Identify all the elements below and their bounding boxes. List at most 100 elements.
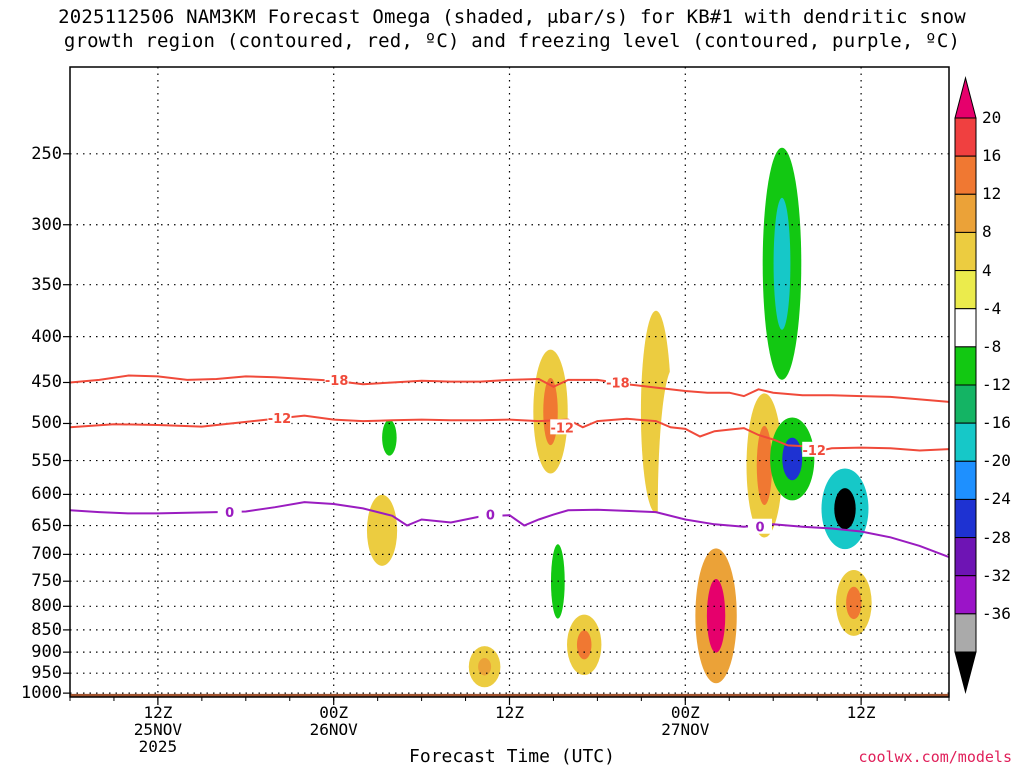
contour--18 bbox=[70, 374, 949, 403]
contour-label--12: -12 bbox=[802, 444, 826, 459]
omega-feature-2 bbox=[372, 401, 407, 474]
omega-feature-core bbox=[756, 425, 773, 506]
omega-feature-6 bbox=[533, 349, 568, 474]
colorbar-label: 8 bbox=[982, 222, 992, 242]
omega-feature-core bbox=[706, 578, 726, 653]
contour-label-bg bbox=[550, 419, 575, 435]
omega-feature-core bbox=[846, 586, 862, 620]
colorbar-label: -8 bbox=[982, 336, 1002, 356]
omega-feature-core bbox=[834, 488, 856, 530]
contour-label-bg bbox=[802, 441, 827, 457]
x-tick-date: 27NOV bbox=[661, 720, 710, 739]
contour-label-0: 0 bbox=[225, 506, 234, 521]
x-tick-time: 12Z bbox=[846, 703, 876, 722]
y-tick-label: 450 bbox=[31, 372, 62, 393]
colorbar-label: 16 bbox=[982, 146, 1002, 166]
omega-feature-8 bbox=[567, 614, 602, 676]
colorbar-label: -36 bbox=[982, 603, 1011, 623]
colorbar-label: -16 bbox=[982, 413, 1011, 433]
y-tick-label: 550 bbox=[31, 450, 62, 471]
y-tick-label: 600 bbox=[31, 484, 62, 505]
omega-feature-0 bbox=[281, 163, 313, 362]
colorbar-segment-13 bbox=[954, 575, 977, 615]
contour-label-bg bbox=[324, 371, 349, 387]
omega-feature-core bbox=[290, 206, 304, 319]
omega-feature-core bbox=[667, 427, 681, 590]
omega-feature-core bbox=[375, 512, 389, 549]
plot-frame bbox=[69, 66, 950, 698]
colorbar-label: -24 bbox=[982, 489, 1011, 509]
chart-title-line1: 2025112506 NAM3KM Forecast Omega (shaded… bbox=[58, 6, 966, 28]
colorbar-segment-2 bbox=[954, 155, 977, 195]
colorbar-label: -12 bbox=[982, 375, 1011, 394]
colorbar-segment-14 bbox=[954, 613, 977, 653]
contour-label-bg bbox=[478, 506, 503, 522]
credit-text[interactable]: coolwx.com/models bbox=[858, 748, 1012, 766]
ground-surface bbox=[70, 693, 949, 697]
omega-feature-core bbox=[478, 657, 492, 676]
omega-feature-4 bbox=[453, 461, 484, 650]
colorbar-label: 4 bbox=[982, 260, 992, 280]
colorbar-label: -20 bbox=[982, 451, 1011, 471]
contour-label-bg bbox=[748, 518, 773, 534]
y-tick-label: 350 bbox=[31, 274, 62, 295]
x-tick-label: 12Z bbox=[816, 704, 906, 721]
x-tick-time: 12Z bbox=[495, 703, 524, 722]
omega-feature-core bbox=[773, 197, 791, 330]
omega-feature-5 bbox=[468, 646, 501, 688]
x-tick-label: 12Z bbox=[465, 704, 555, 721]
omega-feature-12 bbox=[762, 147, 802, 380]
y-tick-label: 800 bbox=[31, 596, 62, 617]
colorbar-segment-6 bbox=[954, 308, 977, 348]
y-tick-label: 400 bbox=[31, 326, 62, 347]
y-tick-label: 300 bbox=[31, 214, 62, 235]
colorbar-segment-7 bbox=[954, 346, 977, 386]
omega-feature-3 bbox=[366, 494, 398, 566]
colorbar-segment-9 bbox=[954, 422, 977, 462]
x-tick-label: 00Z 26NOV bbox=[289, 704, 379, 738]
colorbar-segment-12 bbox=[954, 537, 977, 577]
colorbar-segment-10 bbox=[954, 460, 977, 500]
colorbar-segment-4 bbox=[954, 231, 977, 272]
contour-label--12: -12 bbox=[268, 412, 292, 427]
omega-feature-core bbox=[782, 437, 803, 481]
contour-label-bg bbox=[267, 409, 292, 425]
y-tick-label: 1000 bbox=[21, 683, 62, 704]
x-tick-time: 00Z bbox=[319, 703, 349, 722]
colorbar-label: 12 bbox=[982, 184, 1002, 204]
colorbar-label: -32 bbox=[982, 565, 1011, 585]
colorbar-segment-1 bbox=[954, 117, 977, 157]
gridlines bbox=[63, 67, 950, 705]
x-tick-label: 00Z 27NOV bbox=[640, 704, 730, 738]
omega-colorbar bbox=[954, 76, 977, 694]
contour-label-0: 0 bbox=[486, 509, 495, 524]
contour-label-bg bbox=[217, 504, 242, 520]
x-tick-date: 26NOV bbox=[309, 720, 358, 739]
y-tick-label: 650 bbox=[31, 515, 62, 536]
omega-feature-15 bbox=[821, 468, 869, 550]
omega-feature-11 bbox=[695, 548, 737, 684]
omega-feature-core bbox=[382, 419, 397, 456]
y-tick-label: 500 bbox=[31, 413, 62, 434]
colorbar-segment-11 bbox=[954, 498, 977, 539]
omega-feature-core bbox=[576, 630, 592, 660]
y-tick-label: 700 bbox=[31, 544, 62, 565]
y-tick-label: 850 bbox=[31, 619, 62, 640]
x-tick-date: 25NOV bbox=[133, 720, 182, 739]
omega-feature-core bbox=[649, 354, 663, 470]
omega-feature-14 bbox=[770, 417, 815, 501]
x-tick-time: 00Z bbox=[670, 703, 700, 722]
colorbar-label: 20 bbox=[982, 108, 1002, 127]
x-tick-time: 12Z bbox=[143, 703, 173, 722]
contour-label-0: 0 bbox=[755, 521, 764, 536]
contour-label--12: -12 bbox=[550, 421, 574, 436]
y-tick-label: 250 bbox=[31, 143, 62, 164]
colorbar-segment-8 bbox=[954, 384, 977, 424]
contour-layer: -18 -18 -12 -12 -12 0 0 0 bbox=[70, 371, 949, 559]
chart-title-line2: growth region (contoured, red, ºC) and f… bbox=[63, 30, 961, 52]
y-tick-label: 750 bbox=[31, 571, 62, 592]
x-tick-label: 12Z 25NOV 2025 bbox=[113, 704, 203, 755]
x-tick-date: 2025 bbox=[138, 737, 178, 756]
omega-feature-10 bbox=[657, 367, 690, 650]
contour-label--18: -18 bbox=[606, 376, 630, 391]
